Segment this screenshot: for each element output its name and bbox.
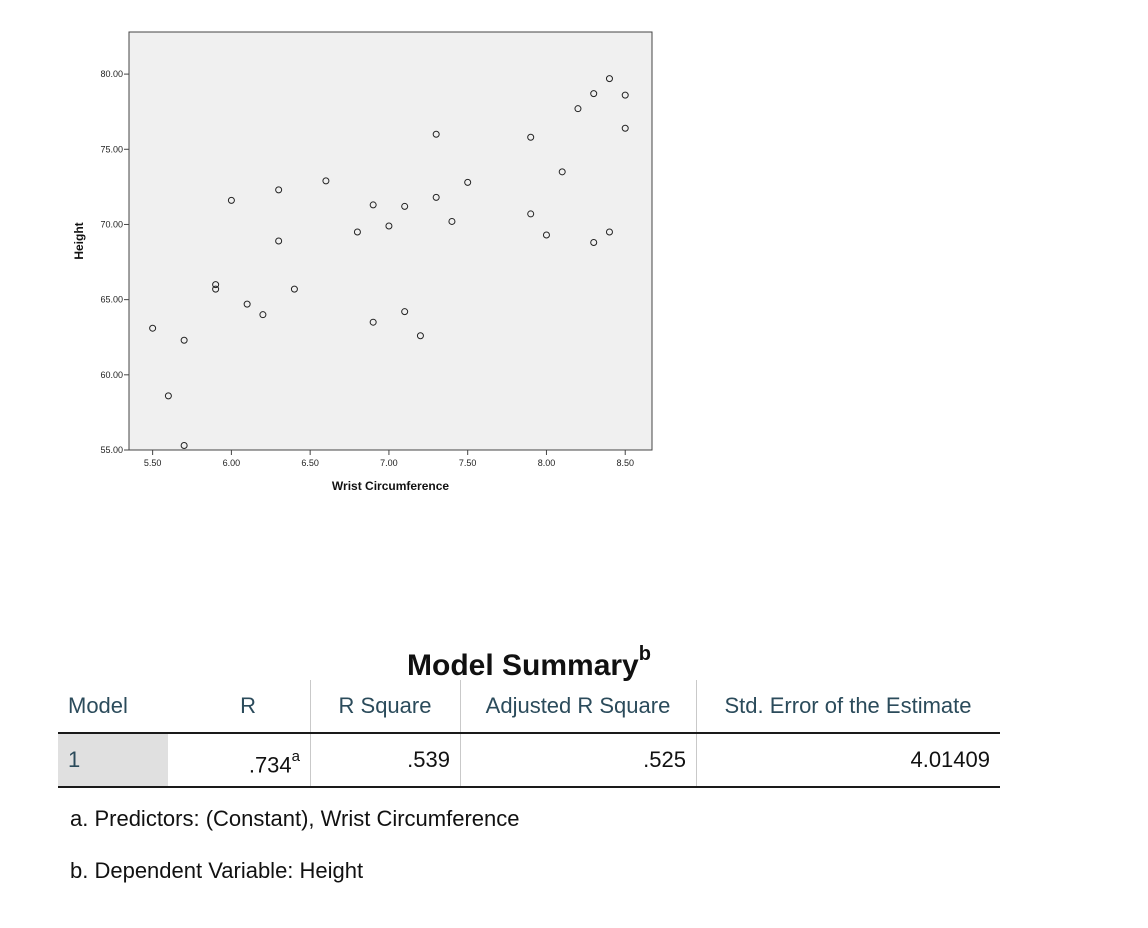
- data-point: [448, 217, 456, 225]
- plot-area: [128, 31, 653, 451]
- x-axis: 5.50 6.00 6.50 7.00 7.50 8.00 8.50: [144, 450, 634, 468]
- data-point: [385, 222, 393, 230]
- cell-model: 1: [58, 734, 168, 786]
- data-point: [180, 441, 188, 449]
- data-point: [558, 168, 566, 176]
- header-r: R: [240, 693, 256, 718]
- data-point: [369, 201, 377, 209]
- x-tick-label: 7.00: [380, 458, 398, 468]
- x-axis-title: Wrist Circumference: [332, 479, 449, 493]
- data-point: [164, 392, 172, 400]
- data-point: [212, 285, 220, 293]
- y-tick-label: 60.00: [100, 370, 123, 380]
- data-point: [243, 300, 251, 308]
- data-point: [527, 210, 535, 218]
- table-title: Model Summaryb: [58, 636, 1000, 688]
- footnote-b: b. Dependent Variable: Height: [70, 858, 364, 883]
- cell-r: .734a: [168, 734, 310, 786]
- row-separator: [310, 734, 311, 786]
- x-tick-label: 8.50: [616, 458, 634, 468]
- data-point: [401, 202, 409, 210]
- x-tick-label: 8.00: [538, 458, 556, 468]
- data-point: [180, 336, 188, 344]
- data-point: [464, 178, 472, 186]
- data-point: [574, 105, 582, 113]
- bottom-rule: [58, 786, 1000, 788]
- scatter-chart: 5.50 6.00 6.50 7.00 7.50 8.00 8.50 55.00 60.00 6…: [72, 31, 653, 493]
- x-tick-label: 7.50: [459, 458, 477, 468]
- data-point: [605, 75, 613, 83]
- data-point: [353, 228, 361, 236]
- y-axis: 55.00 60.00 65.00 70.00 75.00 80.00: [100, 69, 129, 455]
- data-point: [621, 124, 629, 132]
- data-point: [432, 130, 440, 138]
- y-tick-label: 70.00: [100, 219, 123, 229]
- data-point: [590, 239, 598, 247]
- data-point: [542, 231, 550, 239]
- data-point: [416, 332, 424, 340]
- footnote-a: a. Predictors: (Constant), Wrist Circumf…: [70, 806, 520, 831]
- data-point: [149, 324, 157, 332]
- header-separator: [696, 680, 697, 732]
- data-point: [227, 196, 235, 204]
- y-tick-label: 75.00: [100, 144, 123, 154]
- table-title-text: Model Summary: [407, 649, 639, 682]
- header-model: Model: [68, 693, 128, 718]
- data-points: [149, 75, 629, 449]
- data-point: [322, 177, 330, 185]
- header-rule: [58, 732, 1000, 734]
- row-separator: [460, 734, 461, 786]
- row-separator: [696, 734, 697, 786]
- data-point: [401, 308, 409, 316]
- data-point: [259, 311, 267, 319]
- x-tick-label: 6.50: [301, 458, 319, 468]
- data-point: [527, 133, 535, 141]
- y-tick-label: 55.00: [100, 445, 123, 455]
- data-point: [432, 193, 440, 201]
- header-r-square: R Square: [338, 693, 432, 718]
- cell-r-square: .539: [407, 747, 450, 772]
- data-point: [212, 281, 220, 289]
- x-tick-label: 5.50: [144, 458, 162, 468]
- cell-std-error: 4.01409: [910, 747, 990, 772]
- y-tick-label: 80.00: [100, 69, 123, 79]
- cell-r-value: .734: [248, 752, 292, 778]
- x-tick-label: 6.00: [223, 458, 241, 468]
- header-adjusted-r-square: Adjusted R Square: [485, 693, 671, 718]
- cell-r-footnote: a: [291, 748, 300, 765]
- data-point: [605, 228, 613, 236]
- data-point: [275, 237, 283, 245]
- header-separator: [310, 680, 311, 732]
- data-point: [369, 318, 377, 326]
- y-tick-label: 65.00: [100, 295, 123, 305]
- data-point: [275, 186, 283, 194]
- data-point: [621, 91, 629, 99]
- header-std-error: Std. Error of the Estimate: [724, 693, 972, 718]
- header-separator: [460, 680, 461, 732]
- y-axis-title: Height: [72, 222, 86, 259]
- cell-adjusted-r-square: .525: [643, 747, 686, 772]
- data-point: [590, 90, 598, 98]
- table-title-footnote: b: [638, 643, 651, 665]
- data-point: [290, 285, 298, 293]
